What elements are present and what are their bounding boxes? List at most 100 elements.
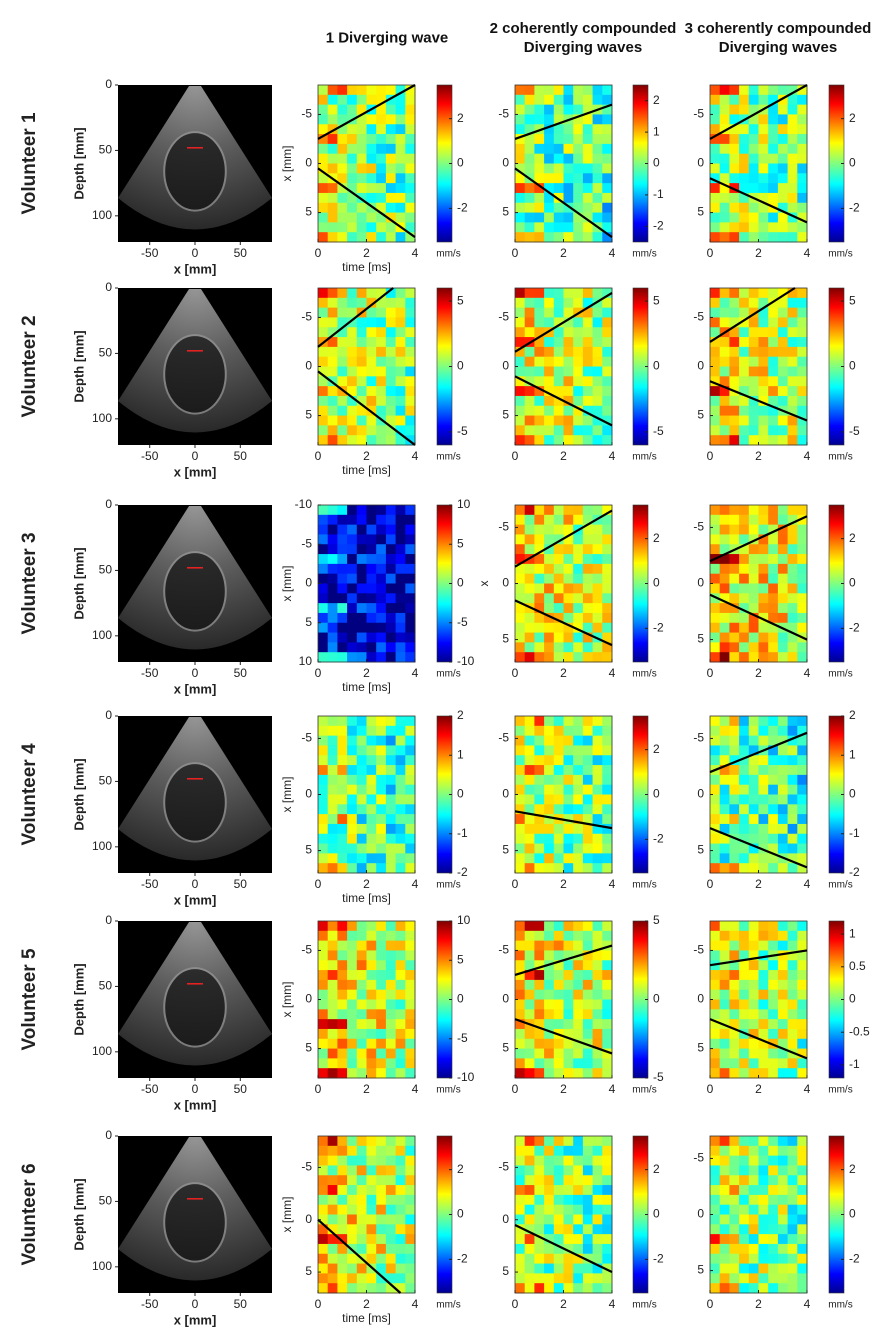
- heatmap-cell: [328, 1156, 338, 1166]
- heatmap-cell: [739, 515, 749, 525]
- heatmap-cell: [328, 1068, 338, 1078]
- heatmap-cell: [337, 1146, 347, 1156]
- heatmap-cell: [525, 1039, 535, 1049]
- heatmap-cell: [759, 931, 769, 941]
- heatmap-cell: [759, 824, 769, 834]
- heatmap-cell: [318, 1244, 328, 1254]
- heatmap-cell: [797, 1283, 807, 1293]
- y-tick-label: -5: [498, 943, 509, 957]
- heatmap-cell: [337, 804, 347, 814]
- y-tick-label: 0: [305, 359, 312, 373]
- heatmap: [710, 85, 808, 243]
- heatmap-cell: [710, 834, 720, 844]
- heatmap-cell: [797, 114, 807, 124]
- heatmap-cell: [318, 1185, 328, 1195]
- heatmap-cell: [729, 193, 739, 203]
- heatmap-cell: [357, 1049, 367, 1059]
- heatmap-cell: [328, 95, 338, 105]
- heatmap-cell: [739, 1165, 749, 1175]
- heatmap-cell: [564, 554, 574, 564]
- heatmap-cell: [583, 1058, 593, 1068]
- heatmap-cell: [729, 337, 739, 347]
- heatmap-cell: [564, 584, 574, 594]
- heatmap-cell: [739, 1068, 749, 1078]
- heatmap-cell: [710, 85, 720, 95]
- heatmap-cell: [739, 574, 749, 584]
- heatmap-cell: [759, 970, 769, 980]
- heatmap-cell: [797, 574, 807, 584]
- y-tick-label: 100: [92, 1259, 112, 1273]
- heatmap-cell: [515, 1254, 525, 1264]
- heatmap-cell: [788, 544, 798, 554]
- heatmap-cell: [768, 1146, 778, 1156]
- heatmap-cell: [759, 1175, 769, 1185]
- heatmap-cell: [573, 554, 583, 564]
- heatmap-cell: [788, 834, 798, 844]
- heatmap-cell: [367, 931, 377, 941]
- heatmap-cell: [739, 85, 749, 95]
- heatmap-cell: [729, 824, 739, 834]
- heatmap-cell: [778, 327, 788, 337]
- heatmap-cell: [515, 726, 525, 736]
- heatmap-cell: [337, 844, 347, 854]
- heatmap-cell: [788, 327, 798, 337]
- heatmap-cell: [768, 1019, 778, 1029]
- heatmap-cell: [515, 367, 525, 377]
- y-axis-label: x [mm]: [280, 146, 294, 182]
- y-tick-label: 100: [92, 1044, 112, 1058]
- heatmap-cell: [328, 950, 338, 960]
- heatmap-cell: [564, 124, 574, 134]
- heatmap-cell: [376, 114, 386, 124]
- heatmap-cell: [337, 970, 347, 980]
- heatmap-cell: [534, 367, 544, 377]
- heatmap-cell: [405, 603, 415, 613]
- heatmap-cell: [386, 1019, 396, 1029]
- heatmap-cell: [554, 1273, 564, 1283]
- heatmap-cell: [396, 183, 406, 193]
- heatmap-cell: [386, 1136, 396, 1146]
- heatmap-cell: [376, 1205, 386, 1215]
- heatmap-cell: [739, 941, 749, 951]
- x-tick-label: 4: [412, 1297, 419, 1311]
- heatmap-cell: [564, 1146, 574, 1156]
- heatmap-cell: [602, 931, 612, 941]
- heatmap-cell: [337, 633, 347, 643]
- heatmap-cell: [749, 425, 759, 435]
- heatmap-cell: [720, 564, 730, 574]
- heatmap-cell: [337, 232, 347, 242]
- heatmap-cell: [544, 357, 554, 367]
- heatmap-cell: [583, 386, 593, 396]
- heatmap-cell: [337, 584, 347, 594]
- heatmap-cell: [405, 1224, 415, 1234]
- heatmap-cell: [720, 213, 730, 223]
- heatmap-cell: [710, 950, 720, 960]
- heatmap-cell: [318, 853, 328, 863]
- heatmap-cell: [602, 574, 612, 584]
- heatmap-cell: [396, 584, 406, 594]
- heatmap-cell: [515, 222, 525, 232]
- heatmap-cell: [778, 990, 788, 1000]
- x-tick-label: -50: [141, 449, 159, 463]
- heatmap-cell: [778, 863, 788, 873]
- heatmap-cell: [602, 357, 612, 367]
- heatmap-cell: [367, 814, 377, 824]
- colorbar-tick-label: 2: [849, 531, 856, 545]
- heatmap-cell: [593, 970, 603, 980]
- heatmap-cell: [544, 1068, 554, 1078]
- colorbar-tick-label: 0: [457, 1207, 464, 1221]
- heatmap-cell: [788, 960, 798, 970]
- heatmap-cell: [386, 1175, 396, 1185]
- heatmap-cell: [797, 164, 807, 174]
- heatmap-cell: [759, 574, 769, 584]
- heatmap-cell: [739, 406, 749, 416]
- heatmap-cell: [376, 863, 386, 873]
- heatmap-cell: [739, 173, 749, 183]
- heatmap-cell: [749, 1039, 759, 1049]
- heatmap-cell: [583, 736, 593, 746]
- heatmap-cell: [759, 726, 769, 736]
- heatmap-cell: [515, 232, 525, 242]
- heatmap-cell: [739, 337, 749, 347]
- heatmap-cell: [778, 505, 788, 515]
- y-tick-label: 0: [502, 992, 509, 1006]
- heatmap-cell: [328, 164, 338, 174]
